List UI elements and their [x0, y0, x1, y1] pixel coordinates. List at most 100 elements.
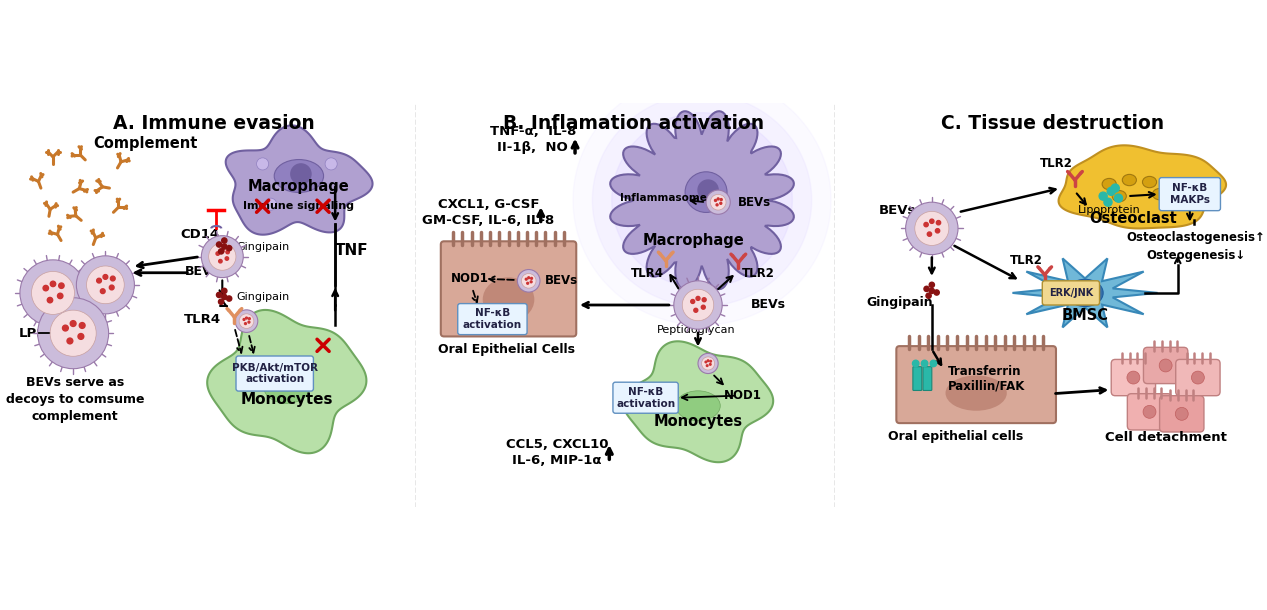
Circle shape — [38, 298, 109, 368]
Text: PKB/Akt/mTOR
activation: PKB/Akt/mTOR activation — [232, 363, 318, 384]
FancyBboxPatch shape — [1176, 359, 1220, 396]
Text: BMSC: BMSC — [1062, 307, 1109, 323]
FancyBboxPatch shape — [441, 242, 576, 337]
Circle shape — [109, 285, 114, 290]
Circle shape — [217, 292, 222, 298]
Ellipse shape — [1102, 178, 1116, 190]
Circle shape — [935, 229, 940, 233]
Circle shape — [220, 249, 224, 253]
Text: TNF: TNF — [334, 243, 369, 258]
Circle shape — [47, 298, 53, 303]
Circle shape — [710, 361, 712, 362]
Circle shape — [1107, 187, 1115, 195]
Circle shape — [711, 195, 726, 210]
Text: BEVs: BEVs — [739, 196, 772, 209]
Circle shape — [517, 270, 540, 292]
Text: NF-κB
activation: NF-κB activation — [462, 308, 522, 330]
Text: Monocytes: Monocytes — [241, 392, 333, 407]
Circle shape — [219, 259, 222, 263]
Circle shape — [248, 321, 250, 323]
Circle shape — [717, 198, 720, 200]
FancyBboxPatch shape — [236, 356, 313, 391]
Text: Cell detachment: Cell detachment — [1105, 431, 1226, 443]
Ellipse shape — [685, 172, 727, 212]
Text: Oral Epithelial Cells: Oral Epithelial Cells — [438, 343, 575, 356]
Circle shape — [43, 285, 48, 291]
Circle shape — [79, 334, 84, 339]
Text: Lipoprotein: Lipoprotein — [1078, 205, 1140, 215]
Circle shape — [227, 246, 232, 251]
Circle shape — [110, 276, 115, 281]
Ellipse shape — [483, 278, 535, 321]
FancyBboxPatch shape — [1159, 178, 1220, 210]
Polygon shape — [226, 126, 372, 235]
Circle shape — [86, 266, 124, 304]
Text: LPS: LPS — [19, 327, 47, 340]
Circle shape — [222, 238, 227, 243]
Circle shape — [76, 256, 134, 314]
Circle shape — [924, 286, 929, 292]
Text: Paxillin/FAK: Paxillin/FAK — [948, 379, 1025, 392]
Circle shape — [246, 317, 247, 319]
Circle shape — [326, 158, 337, 170]
Text: Transferrin: Transferrin — [948, 365, 1021, 378]
Polygon shape — [612, 113, 792, 288]
Circle shape — [696, 296, 699, 300]
Circle shape — [226, 250, 229, 254]
Circle shape — [716, 204, 718, 206]
Circle shape — [227, 296, 232, 301]
Circle shape — [70, 321, 76, 326]
Circle shape — [1191, 371, 1205, 384]
Ellipse shape — [264, 368, 310, 403]
Circle shape — [217, 242, 222, 247]
Text: BEVs: BEVs — [185, 265, 219, 278]
Text: TLR4: TLR4 — [184, 312, 220, 326]
Text: CD14: CD14 — [181, 228, 219, 241]
Circle shape — [20, 260, 86, 326]
Circle shape — [1098, 192, 1107, 200]
Circle shape — [929, 289, 935, 293]
Text: Macrophage: Macrophage — [644, 233, 745, 248]
Ellipse shape — [1123, 174, 1136, 185]
Circle shape — [906, 202, 958, 254]
Ellipse shape — [1153, 188, 1167, 200]
Circle shape — [526, 278, 527, 280]
Circle shape — [57, 293, 63, 299]
Text: Immune signaling: Immune signaling — [243, 201, 355, 211]
FancyBboxPatch shape — [613, 382, 678, 413]
Circle shape — [930, 361, 936, 367]
Text: TLR2: TLR2 — [1040, 157, 1073, 170]
Text: BEVs: BEVs — [750, 298, 786, 312]
Text: BEVs: BEVs — [545, 274, 578, 287]
Text: TLR4: TLR4 — [631, 267, 664, 280]
Circle shape — [51, 310, 96, 356]
Circle shape — [243, 318, 245, 320]
Circle shape — [930, 219, 934, 223]
Circle shape — [929, 282, 935, 287]
Polygon shape — [1012, 259, 1158, 328]
Circle shape — [32, 271, 75, 314]
Circle shape — [674, 281, 722, 329]
Text: TLR2: TLR2 — [1010, 254, 1043, 267]
Circle shape — [530, 281, 532, 283]
Polygon shape — [1058, 145, 1226, 228]
Circle shape — [694, 308, 698, 312]
Circle shape — [1126, 371, 1140, 384]
Text: BEVs: BEVs — [879, 204, 916, 217]
Text: Osteoclastogenesis↑
Osteogenesis↓: Osteoclastogenesis↑ Osteogenesis↓ — [1126, 231, 1266, 262]
Ellipse shape — [274, 160, 323, 192]
Circle shape — [531, 278, 532, 279]
Text: NOD1: NOD1 — [723, 389, 761, 402]
Circle shape — [100, 289, 105, 293]
Circle shape — [239, 314, 253, 328]
Circle shape — [527, 282, 528, 284]
Circle shape — [103, 274, 108, 279]
Ellipse shape — [1163, 181, 1177, 192]
Text: Complement: Complement — [94, 136, 198, 151]
Polygon shape — [208, 310, 366, 453]
Circle shape — [707, 360, 710, 362]
Circle shape — [222, 244, 227, 249]
Circle shape — [67, 338, 72, 344]
Polygon shape — [573, 75, 831, 325]
Circle shape — [209, 243, 236, 270]
